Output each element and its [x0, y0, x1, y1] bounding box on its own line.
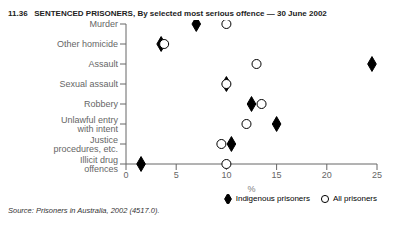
- svg-text:Unlawful entrywith intent: Unlawful entrywith intent: [61, 115, 119, 134]
- svg-text:25: 25: [372, 170, 382, 180]
- html-text:Source: Prisoners in Australia: Source: Prisoners in Australia, 2002 (45…: [8, 206, 160, 215]
- svg-text:0: 0: [123, 170, 128, 180]
- html-text:11.36 SENTENCED PRISONERS, By: 11.36 SENTENCED PRISONERS, By selected m…: [8, 9, 327, 18]
- svg-text:Assault: Assault: [88, 59, 118, 69]
- html-text:Indigenous prisoners: Indigenous prisoners: [235, 194, 310, 203]
- svg-text:%: %: [247, 184, 255, 192]
- svg-text:Justiceprocedures, etc.: Justiceprocedures, etc.: [53, 135, 118, 154]
- svg-text:Murder: Murder: [89, 20, 118, 29]
- svg-text:20: 20: [322, 170, 332, 180]
- svg-text:Illicit drugoffences: Illicit drugoffences: [80, 155, 119, 174]
- svg-text:10: 10: [221, 170, 231, 180]
- html-text:All prisoners: All prisoners: [333, 194, 377, 203]
- svg-text:5: 5: [174, 170, 179, 180]
- svg-text:Robbery: Robbery: [84, 99, 119, 109]
- svg-text:Other homicide: Other homicide: [57, 39, 118, 49]
- svg-text:Sexual assault: Sexual assault: [59, 79, 118, 89]
- svg-text:15: 15: [272, 170, 282, 180]
